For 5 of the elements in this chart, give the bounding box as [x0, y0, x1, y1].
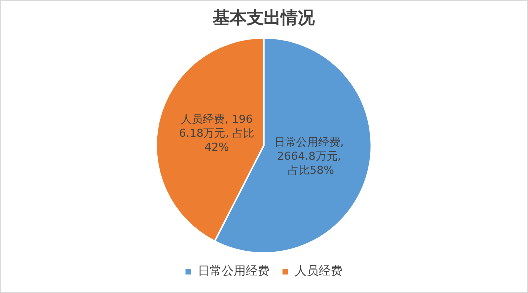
- legend-label: 日常公用经费: [198, 264, 270, 278]
- legend-label: 人员经费: [295, 264, 343, 278]
- data-label: 人员经费, 1966.18万元, 占比42%: [179, 113, 255, 154]
- data-label: 日常公用经费, 2664.8万元, 占比58%: [274, 136, 348, 177]
- chart-title: 基本支出情况: [212, 8, 316, 29]
